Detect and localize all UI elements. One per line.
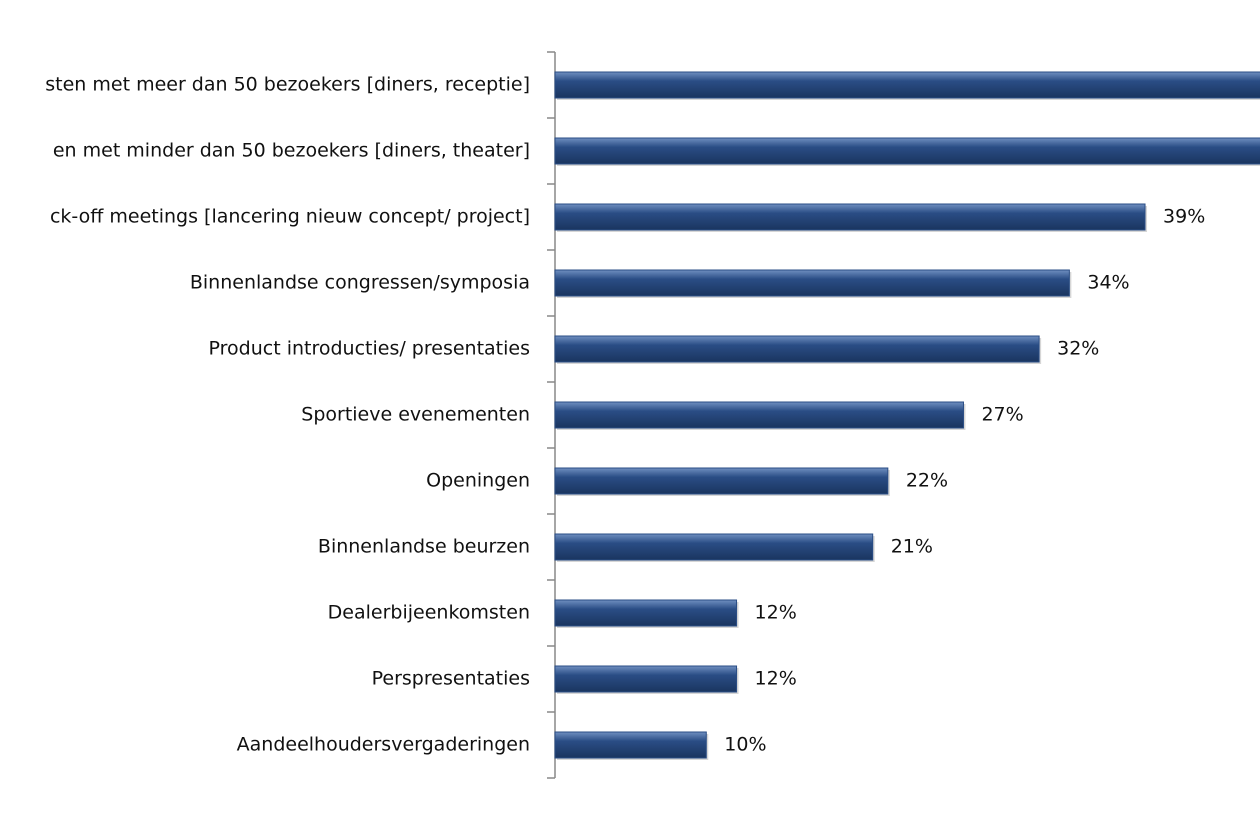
bar: [554, 137, 1260, 165]
bar: [554, 203, 1146, 231]
value-label: 12%: [755, 668, 797, 690]
value-label: 39%: [1163, 206, 1205, 228]
bar: [554, 269, 1070, 297]
bar: [554, 401, 964, 429]
category-label: Sportieve evenementen: [301, 404, 530, 426]
bar: [554, 71, 1260, 99]
value-label: 32%: [1057, 338, 1099, 360]
category-label: Binnenlandse beurzen: [318, 536, 530, 558]
category-label: Openingen: [426, 470, 530, 492]
category-label: sten met meer dan 50 bezoekers [diners, …: [45, 74, 530, 96]
value-label: 22%: [906, 470, 948, 492]
bar: [554, 335, 1040, 363]
category-label: Binnenlandse congressen/symposia: [190, 272, 530, 294]
value-label: 12%: [755, 602, 797, 624]
category-label: en met minder dan 50 bezoekers [diners, …: [53, 140, 530, 162]
category-label: Product introducties/ presentaties: [209, 338, 530, 360]
category-label: Perspresentaties: [372, 668, 530, 690]
bar: [554, 665, 738, 693]
value-label: 34%: [1087, 272, 1129, 294]
category-label: Dealerbijeenkomsten: [328, 602, 530, 624]
bar: [554, 533, 874, 561]
bar: [554, 731, 707, 759]
bar: [554, 599, 738, 627]
bar: [554, 467, 889, 495]
value-label: 10%: [724, 734, 766, 756]
value-label: 27%: [981, 404, 1023, 426]
value-label: 21%: [891, 536, 933, 558]
category-label: ck-off meetings [lancering nieuw concept…: [50, 206, 530, 228]
category-label: Aandeelhoudersvergaderingen: [237, 734, 530, 756]
